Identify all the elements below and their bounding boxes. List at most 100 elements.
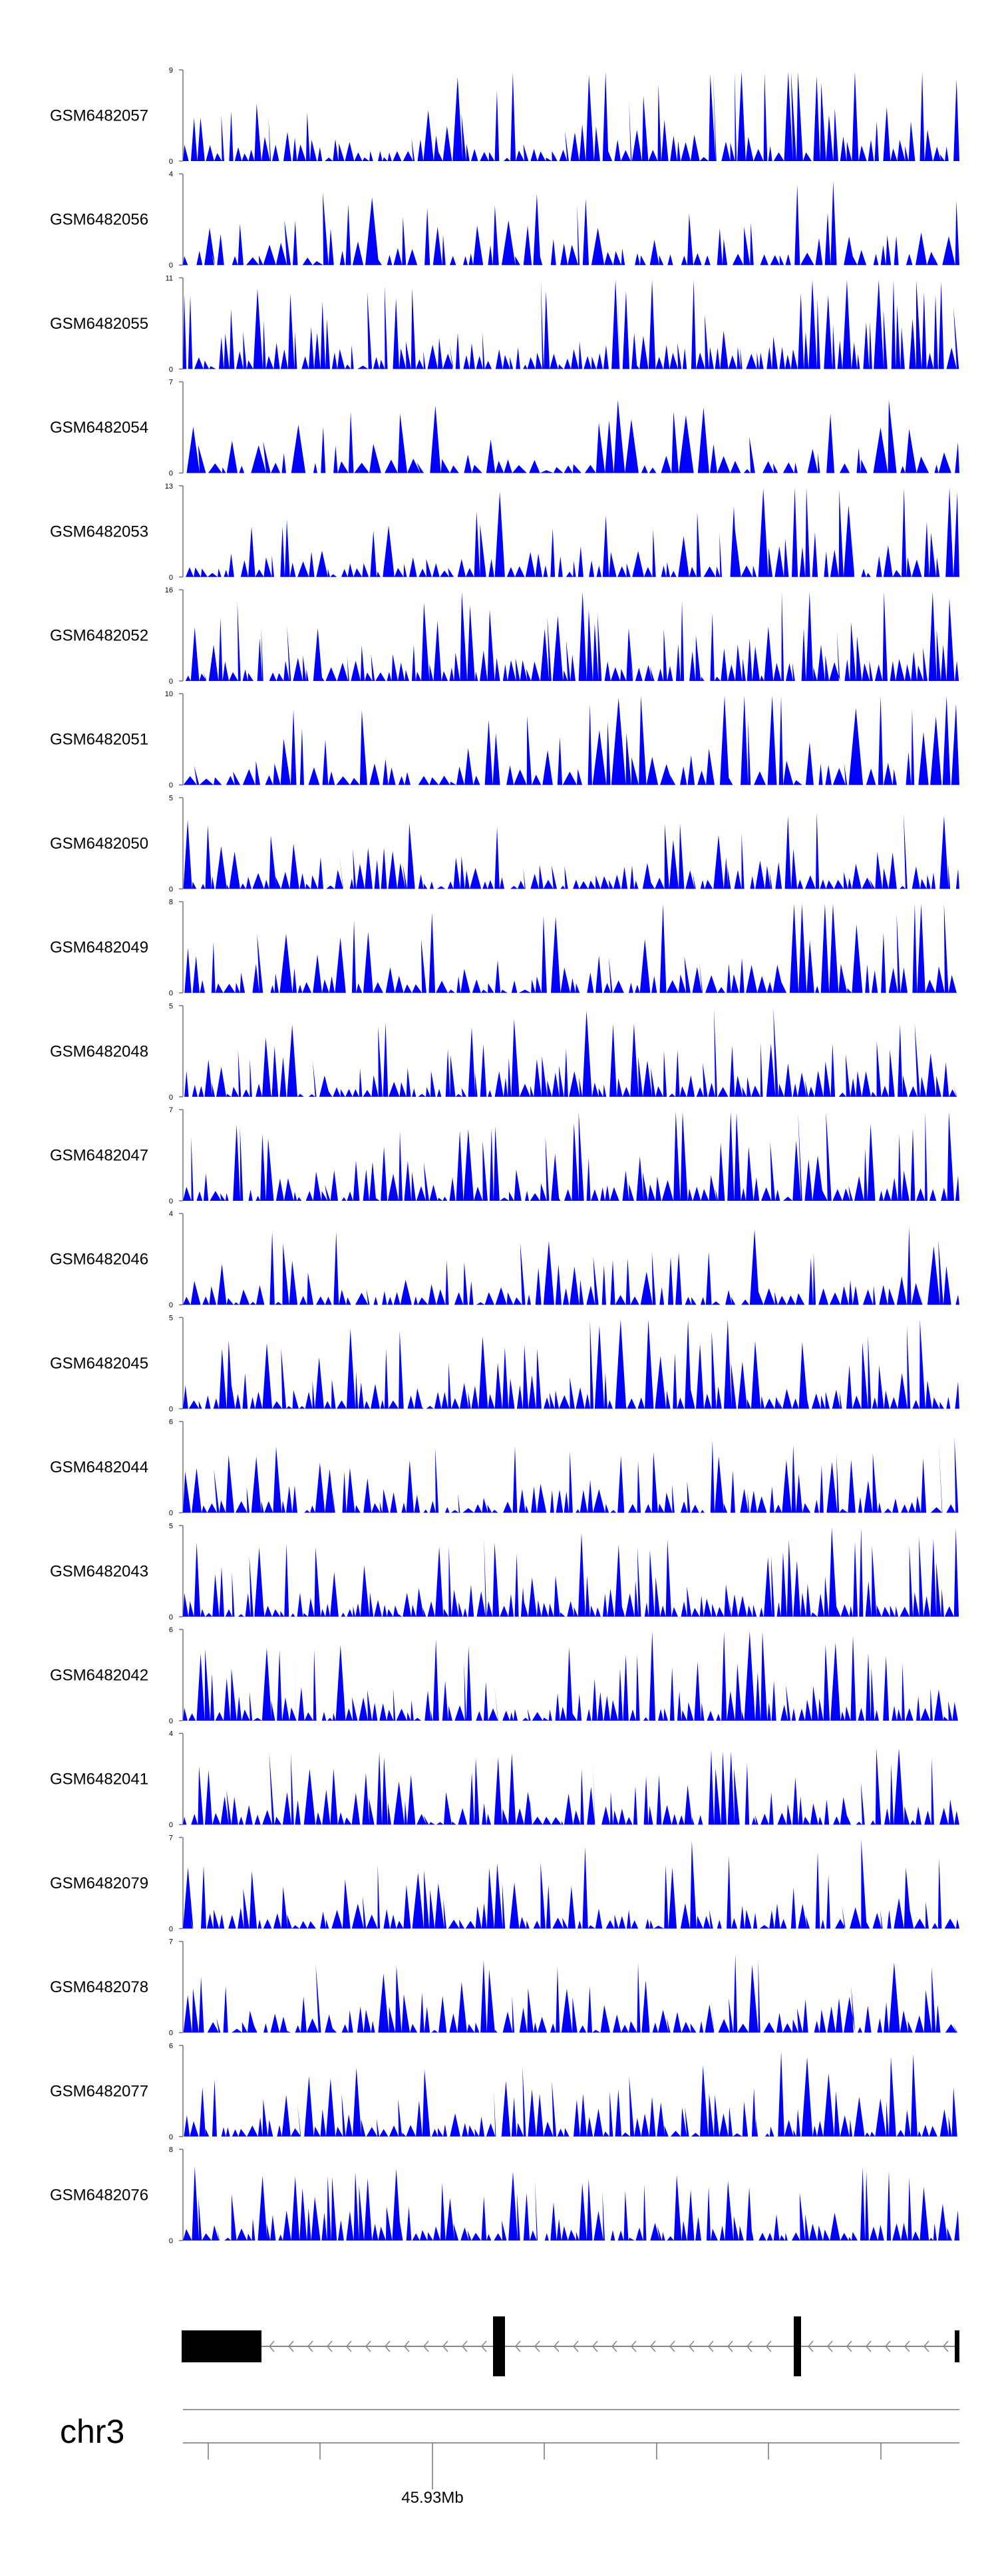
strand-arrow (630, 2340, 637, 2352)
strand-arrow (746, 2340, 752, 2352)
track-label: GSM6482049 (50, 939, 148, 957)
coverage-area (183, 1438, 959, 1513)
coverage-area (183, 72, 959, 161)
y-tick-label-min: 0 (169, 1613, 173, 1621)
strand-arrow (287, 2340, 294, 2352)
y-tick-label-max: 4 (169, 1210, 173, 1218)
strand-arrow (345, 2340, 352, 2352)
track-GSM6482078: GSM6482078 7 0 (50, 1938, 959, 2038)
y-tick-label-min: 0 (169, 1405, 173, 1413)
y-tick-label-min: 0 (169, 2133, 173, 2141)
track-label: GSM6482056 (50, 211, 148, 229)
coverage-area (183, 1227, 959, 1305)
track-GSM6482077: GSM6482077 6 0 (50, 2042, 959, 2141)
strand-arrow (326, 2340, 333, 2352)
y-tick-label-min: 0 (169, 990, 173, 998)
coverage-area (183, 696, 959, 785)
track-GSM6482046: GSM6482046 4 0 (50, 1210, 959, 1309)
y-tick-label-max: 13 (165, 483, 173, 491)
y-tick-label-min: 0 (169, 574, 173, 582)
track-GSM6482043: GSM6482043 5 0 (50, 1522, 959, 1621)
y-tick-label-max: 6 (169, 1418, 173, 1426)
y-tick-label-min: 0 (169, 781, 173, 789)
y-tick-label-max: 10 (165, 690, 173, 698)
strand-arrow (611, 2340, 617, 2352)
strand-arrow (591, 2340, 598, 2352)
y-tick-label-max: 16 (165, 586, 173, 594)
track-GSM6482049: GSM6482049 8 0 (50, 899, 959, 998)
strand-arrow (765, 2340, 772, 2352)
exon (182, 2330, 261, 2362)
y-tick-label-max: 4 (169, 1730, 173, 1738)
track-GSM6482053: GSM6482053 13 0 (50, 483, 959, 582)
strand-arrow (942, 2340, 949, 2352)
track-GSM6482076: GSM6482076 8 0 (50, 2146, 959, 2245)
y-tick-label-max: 6 (169, 1626, 173, 1634)
track-label: GSM6482044 (50, 1458, 148, 1476)
track-GSM6482057: GSM6482057 9 0 (50, 67, 959, 166)
strand-arrow (534, 2340, 540, 2352)
track-GSM6482047: GSM6482047 7 0 (50, 1106, 959, 1205)
track-GSM6482056: GSM6482056 4 0 (50, 170, 959, 270)
track-GSM6482044: GSM6482044 6 0 (50, 1418, 959, 1518)
y-tick-label-max: 7 (169, 1938, 173, 1946)
coverage-area (183, 1319, 959, 1409)
strand-arrow (904, 2340, 910, 2352)
y-tick-label-min: 0 (169, 885, 173, 893)
strand-arrow (865, 2340, 872, 2352)
y-tick-label-max: 5 (169, 794, 173, 802)
gene-model (182, 2316, 959, 2376)
track-label: GSM6482057 (50, 107, 148, 125)
track-label: GSM6482053 (50, 523, 148, 540)
strand-arrow (307, 2340, 313, 2352)
strand-arrow (384, 2340, 391, 2352)
strand-arrow (649, 2340, 656, 2352)
track-GSM6482041: GSM6482041 4 0 (50, 1730, 959, 1829)
strand-arrow (365, 2340, 371, 2352)
y-tick-label-max: 4 (169, 170, 173, 178)
strand-arrow (480, 2340, 487, 2352)
exon (955, 2330, 959, 2362)
coverage-area (183, 181, 959, 266)
track-label: GSM6482076 (50, 2187, 148, 2205)
coverage-area (183, 592, 959, 681)
track-GSM6482052: GSM6482052 16 0 (50, 586, 959, 686)
track-label: GSM6482045 (50, 1355, 148, 1373)
track-label: GSM6482055 (50, 315, 148, 333)
tracks-layer: GSM648205790GSM648205640GSM6482055110GSM… (50, 67, 959, 2245)
y-tick-label-max: 8 (169, 2146, 173, 2154)
track-label: GSM6482054 (50, 419, 148, 437)
track-label: GSM6482042 (50, 1667, 148, 1685)
coverage-area (183, 399, 959, 473)
track-GSM6482048: GSM6482048 5 0 (50, 1002, 959, 1102)
strand-arrow (461, 2340, 468, 2352)
track-GSM6482079: GSM6482079 7 0 (50, 1834, 959, 1933)
strand-arrow (826, 2340, 833, 2352)
chromosome-label: chr3 (60, 2413, 124, 2450)
strand-arrow (884, 2340, 891, 2352)
strand-arrow (403, 2340, 410, 2352)
strand-arrow (514, 2340, 521, 2352)
coverage-area (183, 2051, 959, 2137)
track-label: GSM6482043 (50, 1562, 148, 1580)
y-tick-label-max: 9 (169, 67, 173, 75)
y-tick-label-min: 0 (169, 1301, 173, 1309)
y-tick-label-min: 0 (169, 158, 173, 166)
y-tick-label-max: 5 (169, 1002, 173, 1010)
position-label: 45.93Mb (401, 2489, 463, 2507)
strand-arrow (807, 2340, 814, 2352)
track-GSM6482050: GSM6482050 5 0 (50, 794, 959, 893)
y-tick-label-max: 11 (166, 274, 173, 282)
y-tick-label-max: 7 (169, 379, 173, 387)
y-tick-label-min: 0 (169, 1925, 173, 1933)
strand-arrow (572, 2340, 579, 2352)
exon (794, 2316, 801, 2376)
strand-arrow (923, 2340, 929, 2352)
coverage-area (183, 280, 959, 369)
coverage-area (183, 1954, 959, 2033)
track-label: GSM6482041 (50, 1771, 148, 1789)
strand-arrow (268, 2340, 275, 2352)
y-tick-label-min: 0 (169, 1821, 173, 1829)
coverage-area (183, 1007, 959, 1097)
